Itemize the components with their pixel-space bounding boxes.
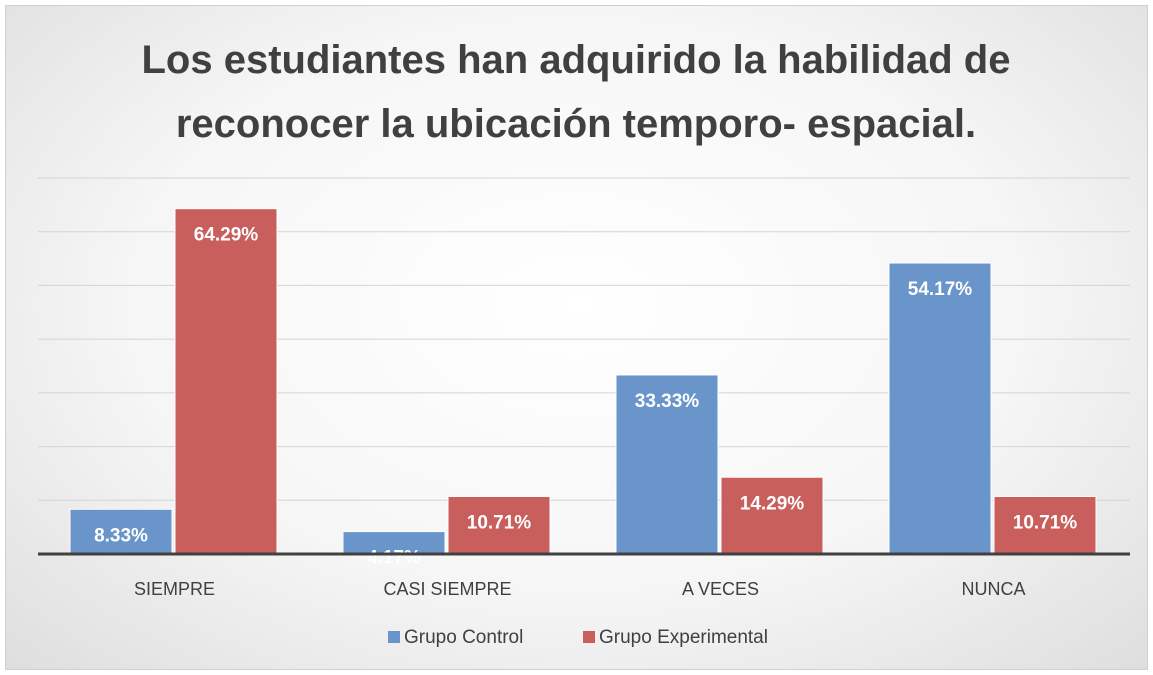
bar xyxy=(888,262,992,555)
x-tick-label: NUNCA xyxy=(961,579,1025,599)
data-label: 10.71% xyxy=(467,512,532,533)
data-label: 54.17% xyxy=(908,279,973,300)
bar xyxy=(174,208,278,555)
bar xyxy=(720,476,824,555)
data-label: 10.71% xyxy=(1013,512,1078,533)
chart-title: Los estudiantes han adquirido la habilid… xyxy=(141,38,1011,146)
data-label: 4.17% xyxy=(367,548,421,569)
legend-swatch xyxy=(388,631,400,643)
x-tick-label: SIEMPRE xyxy=(134,579,215,599)
data-label: 64.29% xyxy=(194,225,259,246)
legend-label: Grupo Experimental xyxy=(599,627,768,648)
data-label: 33.33% xyxy=(635,391,700,412)
bar xyxy=(69,508,173,555)
x-tick-label: A VECES xyxy=(682,579,759,599)
data-label: 14.29% xyxy=(740,493,805,514)
bar xyxy=(615,374,719,555)
legend-label: Grupo Control xyxy=(404,627,523,648)
data-label: 8.33% xyxy=(94,525,148,546)
bar xyxy=(993,495,1097,555)
legend-swatch xyxy=(583,631,595,643)
x-tick-label: CASI SIEMPRE xyxy=(383,579,511,599)
bar xyxy=(447,495,551,555)
